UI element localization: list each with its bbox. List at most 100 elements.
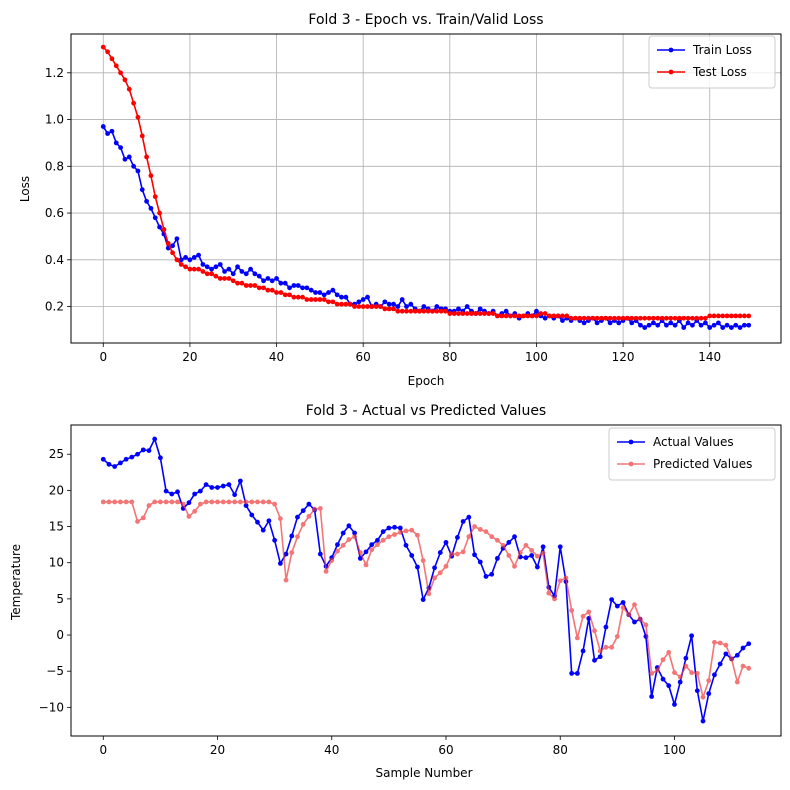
loss-chart-series-0-point-127 xyxy=(651,320,656,326)
prediction-chart-series-0-point-54 xyxy=(409,553,415,558)
loss-chart-series-1-point-12 xyxy=(152,194,158,200)
loss-chart-series-0-point-144 xyxy=(724,322,730,328)
prediction-chart-series-1-point-9 xyxy=(152,499,158,505)
prediction-chart-series-1-point-92 xyxy=(626,612,632,618)
prediction-chart-series-0-point-10 xyxy=(157,455,163,461)
loss-chart-series-1-point-1 xyxy=(105,49,111,55)
loss-chart-series-0-point-12 xyxy=(152,215,158,221)
prediction-chart-x-tick-label-0: 0 xyxy=(99,743,107,757)
loss-chart-series-0-point-131 xyxy=(668,320,674,326)
loss-chart-series-0-point-147 xyxy=(737,325,743,330)
loss-chart-series-1-point-6 xyxy=(126,86,132,92)
loss-chart-series-1-point-57 xyxy=(347,301,353,307)
loss-chart-series-1-point-35 xyxy=(252,283,258,288)
prediction-chart-series-0-point-27 xyxy=(255,519,260,525)
prediction-chart-series-0-point-105 xyxy=(700,718,706,724)
loss-chart-series-0-point-143 xyxy=(720,325,726,330)
prediction-chart-legend: Actual Values Predicted Values xyxy=(608,427,776,481)
prediction-chart-series-0-point-25 xyxy=(243,503,249,508)
prediction-chart-series-1-point-13 xyxy=(175,499,180,505)
prediction-chart-series-0-point-113 xyxy=(746,641,752,647)
loss-chart-series-0-point-50 xyxy=(317,290,323,295)
loss-chart-series-1-point-83 xyxy=(460,311,466,316)
loss-chart-series-1-point-37 xyxy=(261,285,266,291)
loss-chart-series-0-point-82 xyxy=(456,306,461,312)
loss-chart-x-tick-label-4: 80 xyxy=(442,350,457,364)
loss-chart-series-0-point-48 xyxy=(308,287,314,293)
prediction-chart-x-tick-label-2: 40 xyxy=(324,743,339,757)
loss-chart-series-1-point-120 xyxy=(620,315,626,321)
loss-chart-series-0-point-65 xyxy=(382,299,388,305)
loss-chart-legend-marker-1 xyxy=(668,69,674,75)
prediction-chart-series-0-point-106 xyxy=(706,691,712,697)
loss-chart-series-1-point-125 xyxy=(642,315,648,321)
loss-chart-series-1-point-16 xyxy=(170,250,175,256)
loss-chart-series-1-point-17 xyxy=(174,257,180,263)
prediction-chart-series-1-point-110 xyxy=(729,656,734,662)
prediction-chart-series-1-point-54 xyxy=(409,527,415,533)
prediction-chart-series-1-point-83 xyxy=(574,635,580,641)
loss-chart-y-label: Loss xyxy=(18,176,32,202)
loss-chart-series-1-point-121 xyxy=(625,315,630,321)
prediction-chart-frame xyxy=(70,424,782,737)
loss-chart-series-0-point-20 xyxy=(187,257,193,263)
loss-chart-series-0-point-11 xyxy=(148,205,154,211)
prediction-chart-series-1-point-44 xyxy=(352,534,358,540)
loss-chart-series-0-point-71 xyxy=(408,301,414,307)
loss-chart-series-1-point-147 xyxy=(737,313,743,319)
prediction-chart-series-1-point-8 xyxy=(146,503,152,508)
prediction-chart-series-1-point-86 xyxy=(592,628,597,634)
loss-chart-x-tick-label-5: 100 xyxy=(525,350,548,364)
loss-chart-series-1-point-98 xyxy=(525,313,531,319)
prediction-chart-series-1-point-100 xyxy=(672,670,677,676)
prediction-chart-series-1-point-97 xyxy=(654,668,660,673)
loss-chart-series-0-point-33 xyxy=(243,271,249,277)
loss-chart-y-tick-label-2: 0.6 xyxy=(45,206,64,220)
loss-chart-series-1-point-62 xyxy=(369,304,375,309)
loss-chart-series-1-point-104 xyxy=(551,313,557,319)
prediction-chart-series-0-point-17 xyxy=(197,488,203,494)
loss-chart-series-0-point-66 xyxy=(386,301,392,307)
prediction-chart-series-1-point-104 xyxy=(694,670,700,676)
loss-chart-series-1-point-75 xyxy=(425,308,431,314)
prediction-chart-legend-marker-0 xyxy=(628,439,634,445)
prediction-chart-series-1-point-56 xyxy=(420,558,426,563)
loss-chart-series-0-point-102 xyxy=(542,315,548,321)
loss-chart-series-1-point-44 xyxy=(291,294,297,300)
prediction-chart-series-0-point-62 xyxy=(455,534,460,540)
loss-chart-series-0-point-69 xyxy=(399,297,405,302)
prediction-chart-series-0-point-52 xyxy=(397,525,403,531)
loss-chart-series-1-point-128 xyxy=(655,315,661,321)
prediction-chart-series-1-point-93 xyxy=(632,602,637,608)
prediction-chart-series-0-point-20 xyxy=(215,485,220,490)
prediction-chart-series-0-point-63 xyxy=(460,519,466,524)
loss-chart-series-0-point-4 xyxy=(118,145,124,150)
loss-chart-series-1-point-86 xyxy=(473,311,479,316)
prediction-chart-series-0-point-103 xyxy=(689,633,695,639)
prediction-chart-series-1-point-84 xyxy=(580,613,586,619)
prediction-chart-series-0-point-101 xyxy=(677,679,683,685)
loss-chart-series-0-point-27 xyxy=(217,262,223,267)
loss-chart-series-0-point-126 xyxy=(646,322,652,328)
prediction-chart-series-0-point-108 xyxy=(717,661,723,667)
loss-chart-series-0-point-45 xyxy=(295,283,301,288)
loss-chart-series-1-point-140 xyxy=(707,313,713,319)
prediction-chart-series-0-point-35 xyxy=(300,508,306,514)
loss-chart-y-ticks: 0.2 0.4 0.6 0.8 1.0 1.2 xyxy=(45,66,71,314)
prediction-chart-series-1-point-26 xyxy=(249,499,255,505)
loss-chart-series-1-point-20 xyxy=(187,266,193,272)
loss-chart-series-1-point-53 xyxy=(330,299,336,305)
prediction-chart-y-label: Temperature xyxy=(9,544,23,621)
prediction-chart-series-0-point-86 xyxy=(592,657,597,663)
loss-chart-series-1-point-80 xyxy=(447,311,453,316)
loss-chart-series-1-point-38 xyxy=(265,287,271,293)
prediction-chart-series-1-point-36 xyxy=(306,514,312,519)
loss-chart-x-tick-label-1: 20 xyxy=(182,350,197,364)
prediction-chart-series-1-point-67 xyxy=(483,529,489,535)
loss-chart-series-1-point-31 xyxy=(235,280,240,286)
prediction-chart-legend-label-0: Actual Values xyxy=(653,435,734,449)
loss-chart-series-1-point-72 xyxy=(412,308,418,314)
loss-chart-series-0-point-56 xyxy=(343,294,349,300)
loss-chart-series-1-point-82 xyxy=(456,311,461,316)
